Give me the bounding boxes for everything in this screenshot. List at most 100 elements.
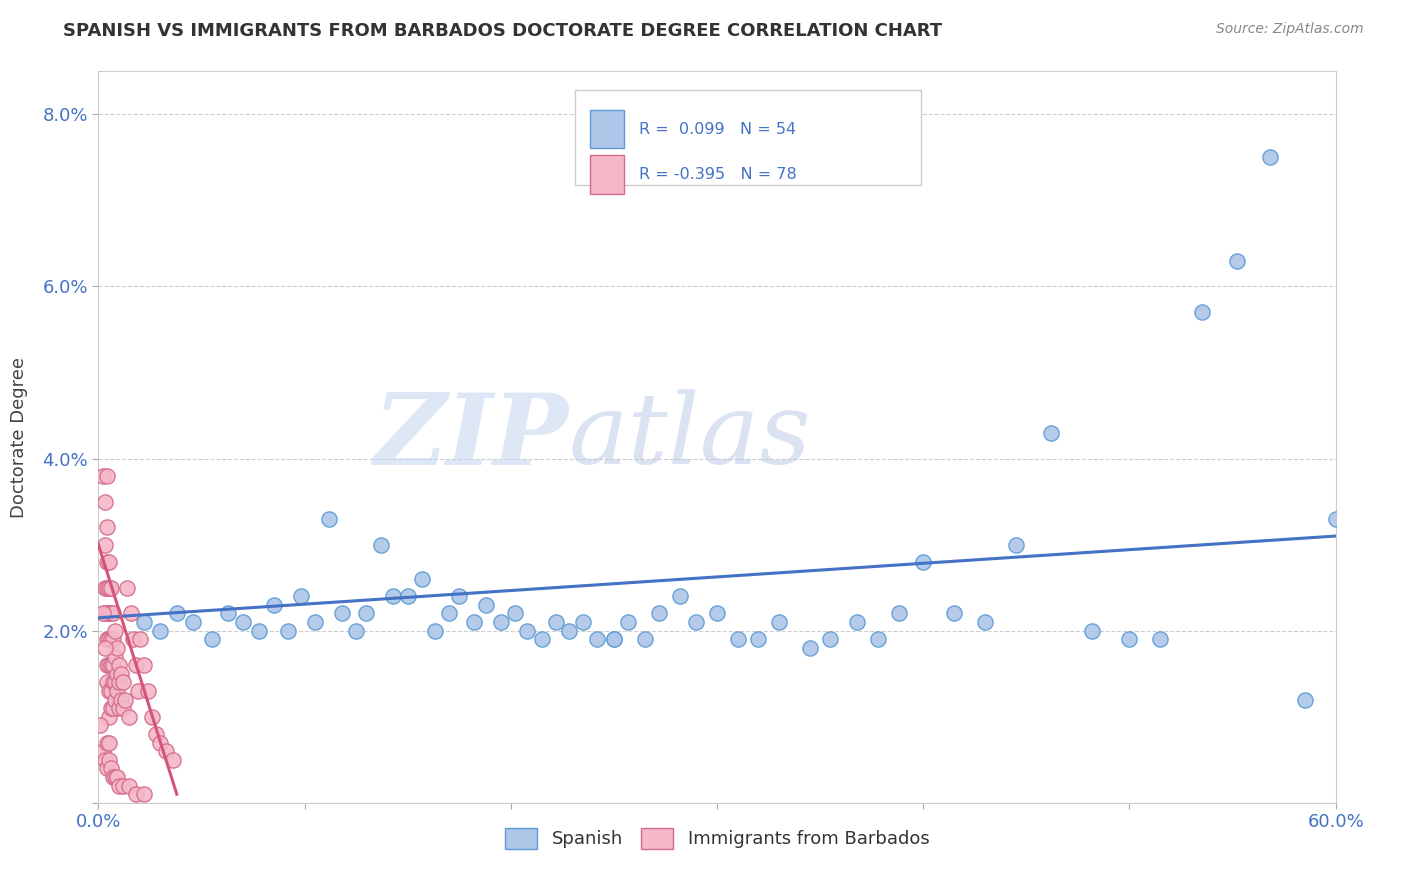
Point <box>866 632 889 647</box>
Point <box>104 624 127 638</box>
Point <box>887 607 910 621</box>
Point <box>943 607 966 621</box>
Point <box>617 615 640 629</box>
Point <box>669 589 692 603</box>
Point <box>912 555 935 569</box>
Point <box>96 735 118 749</box>
Point <box>110 666 132 681</box>
Point <box>100 701 122 715</box>
Point <box>104 675 127 690</box>
Point <box>634 632 657 647</box>
Point <box>503 607 526 621</box>
Point <box>97 710 120 724</box>
Y-axis label: Doctorate Degree: Doctorate Degree <box>10 357 28 517</box>
Point <box>124 658 146 673</box>
Point <box>463 615 485 629</box>
Point <box>1324 512 1347 526</box>
FancyBboxPatch shape <box>589 155 624 194</box>
Point <box>117 581 139 595</box>
Point <box>100 684 122 698</box>
Point <box>437 607 460 621</box>
Text: SPANISH VS IMMIGRANTS FROM BARBADOS DOCTORATE DEGREE CORRELATION CHART: SPANISH VS IMMIGRANTS FROM BARBADOS DOCT… <box>63 22 942 40</box>
Point <box>97 555 120 569</box>
Point <box>344 624 367 638</box>
Point <box>141 710 163 724</box>
Point <box>96 555 118 569</box>
Point <box>1005 538 1028 552</box>
Point <box>91 468 114 483</box>
Point <box>105 666 128 681</box>
Point <box>263 598 285 612</box>
Point <box>93 581 115 595</box>
Point <box>648 607 671 621</box>
Point <box>96 761 118 775</box>
Point <box>91 607 114 621</box>
Point <box>97 684 120 698</box>
Point <box>97 581 120 595</box>
Point <box>93 607 115 621</box>
Point <box>557 624 579 638</box>
Point <box>132 787 155 801</box>
Point <box>489 615 512 629</box>
Point <box>423 624 446 638</box>
Point <box>97 753 120 767</box>
Point <box>603 632 626 647</box>
Point <box>104 692 127 706</box>
Point <box>105 640 128 655</box>
Point <box>97 658 120 673</box>
Point <box>114 692 136 706</box>
Point <box>706 607 728 621</box>
Point <box>101 675 124 690</box>
Point <box>108 779 131 793</box>
Point <box>586 632 609 647</box>
Point <box>91 744 114 758</box>
Point <box>127 684 149 698</box>
Point <box>112 675 135 690</box>
Point <box>1294 692 1316 706</box>
Point <box>768 615 790 629</box>
Point <box>1040 425 1063 440</box>
Point <box>1081 624 1104 638</box>
Point <box>124 787 146 801</box>
Point <box>101 607 124 621</box>
Point <box>603 632 626 647</box>
Point <box>89 718 111 732</box>
Point <box>145 727 167 741</box>
FancyBboxPatch shape <box>575 90 921 185</box>
Point <box>100 581 122 595</box>
Point <box>1118 632 1140 647</box>
Point <box>572 615 595 629</box>
Point <box>101 770 124 784</box>
Point <box>411 572 433 586</box>
Point <box>846 615 869 629</box>
Point <box>1191 305 1213 319</box>
Point <box>396 589 419 603</box>
Text: R =  0.099   N = 54: R = 0.099 N = 54 <box>640 121 796 136</box>
Point <box>166 607 188 621</box>
Point <box>101 701 124 715</box>
Point <box>104 649 127 664</box>
Point <box>100 658 122 673</box>
Point <box>108 701 131 715</box>
Point <box>105 684 128 698</box>
Point <box>162 753 184 767</box>
Point <box>97 632 120 647</box>
Point <box>330 607 353 621</box>
Point <box>96 581 118 595</box>
Point <box>93 538 115 552</box>
Point <box>685 615 707 629</box>
Point <box>149 624 172 638</box>
Point <box>110 692 132 706</box>
Point <box>382 589 405 603</box>
Point <box>217 607 239 621</box>
Point <box>530 632 553 647</box>
Point <box>247 624 270 638</box>
Point <box>97 735 120 749</box>
Point <box>1258 150 1281 164</box>
Point <box>101 632 124 647</box>
Point <box>136 684 159 698</box>
Point <box>232 615 254 629</box>
Point <box>97 607 120 621</box>
Point <box>104 770 127 784</box>
Point <box>820 632 842 647</box>
